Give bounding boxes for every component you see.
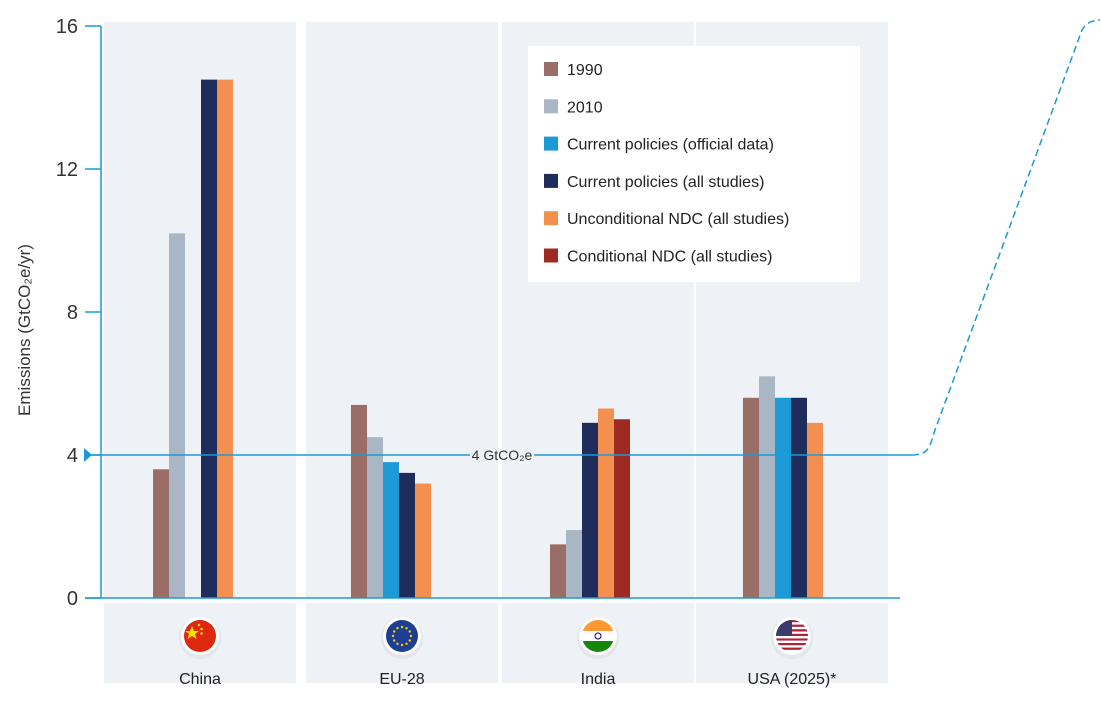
category-label: India xyxy=(581,671,616,688)
legend-label: Current policies (official data) xyxy=(567,137,774,154)
legend: 1990 2010 Current policies (official data)… xyxy=(528,46,860,282)
category-labels: China EU-28 India USA (2025)* xyxy=(179,617,836,688)
bar xyxy=(415,483,431,598)
flag-face xyxy=(582,620,614,652)
reference-marker-icon xyxy=(84,448,92,462)
flag-face xyxy=(184,620,216,652)
bar xyxy=(383,462,399,598)
bar xyxy=(169,233,185,598)
zoom-connector-line xyxy=(911,19,1101,456)
bar xyxy=(550,544,566,598)
legend-label: 1990 xyxy=(567,62,603,79)
y-tick-label: 16 xyxy=(56,16,78,38)
y-tick-label: 0 xyxy=(67,588,78,610)
category-panel xyxy=(104,22,296,598)
legend-label: Current policies (all studies) xyxy=(567,174,764,191)
bars xyxy=(153,79,823,598)
flag-face xyxy=(386,620,418,652)
legend-label: 2010 xyxy=(567,99,603,116)
bar xyxy=(399,472,415,598)
legend-swatch xyxy=(544,62,558,76)
legend-label: Conditional NDC (all studies) xyxy=(567,249,772,266)
flag-face xyxy=(776,620,808,652)
legend-swatch xyxy=(544,248,558,263)
china-flag-icon xyxy=(179,617,221,659)
legend-box xyxy=(528,46,860,282)
legend-swatch xyxy=(544,136,558,151)
reference-line-group: 4 GtCO₂e xyxy=(84,19,1101,463)
category-label: EU-28 xyxy=(379,671,424,688)
reference-line-label: 4 GtCO₂e xyxy=(472,447,533,463)
legend-swatch xyxy=(544,173,558,188)
y-tick-label: 4 xyxy=(67,445,78,467)
y-tick-label: 8 xyxy=(67,302,78,324)
bar xyxy=(351,404,367,598)
legend-swatch xyxy=(544,211,558,226)
bar xyxy=(217,79,233,598)
legend-swatch xyxy=(544,99,558,114)
legend-label: Unconditional NDC (all studies) xyxy=(567,211,789,228)
usa-flag-icon xyxy=(771,617,813,659)
bar xyxy=(153,469,169,598)
bar xyxy=(807,422,823,598)
india-flag-icon xyxy=(577,617,619,659)
bar xyxy=(775,397,791,598)
eu-flag-icon xyxy=(381,617,423,659)
category-label: China xyxy=(179,671,221,688)
bar xyxy=(367,437,383,598)
bar xyxy=(759,376,775,598)
y-tick-label: 12 xyxy=(56,159,78,181)
bar xyxy=(566,530,582,598)
bar xyxy=(598,408,614,598)
bar xyxy=(201,79,217,598)
y-axis: 0 4 8 12 16 xyxy=(56,16,900,610)
y-axis-label: Emissions (GtCO₂e/yr) xyxy=(15,244,34,416)
bar xyxy=(791,397,807,598)
bar xyxy=(743,397,759,598)
bar xyxy=(582,422,598,598)
bar xyxy=(614,419,630,598)
category-label: USA (2025)* xyxy=(748,671,837,688)
